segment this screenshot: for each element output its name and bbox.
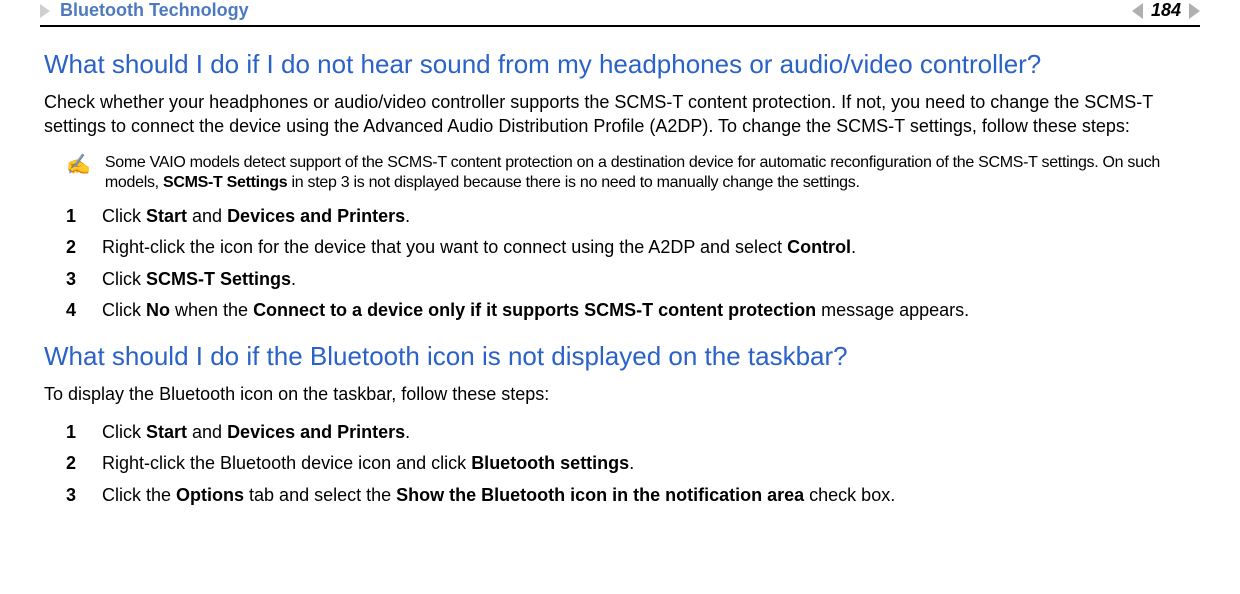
step-item: 1 Click Start and Devices and Printers. [44, 420, 1200, 445]
t: when the [170, 300, 253, 320]
note-text-bold: SCMS-T Settings [163, 174, 287, 191]
step-number: 4 [66, 298, 80, 323]
step-item: 4 Click No when the Connect to a device … [44, 298, 1200, 323]
note-block: ✍ Some VAIO models detect support of the… [66, 153, 1200, 195]
step-item: 3 Click SCMS-T Settings. [44, 267, 1200, 292]
t: . [851, 237, 856, 257]
t: Click [102, 269, 146, 289]
step-number: 2 [66, 235, 80, 260]
t: Bluetooth settings [471, 453, 629, 473]
step-text: Click the Options tab and select the Sho… [102, 483, 895, 508]
step-item: 2 Right-click the Bluetooth device icon … [44, 451, 1200, 476]
step-text: Click Start and Devices and Printers. [102, 204, 410, 229]
t: Start [146, 422, 187, 442]
breadcrumb-title[interactable]: Bluetooth Technology [60, 0, 249, 21]
t: . [405, 206, 410, 226]
section-heading: What should I do if the Bluetooth icon i… [44, 341, 1200, 372]
step-number: 2 [66, 451, 80, 476]
t: . [291, 269, 296, 289]
t: Right-click the Bluetooth device icon an… [102, 453, 471, 473]
t: Click [102, 206, 146, 226]
section-heading: What should I do if I do not hear sound … [44, 49, 1200, 80]
steps-list: 1 Click Start and Devices and Printers. … [44, 420, 1200, 508]
t: Devices and Printers [227, 206, 405, 226]
t: check box. [804, 485, 895, 505]
t: . [405, 422, 410, 442]
step-item: 3 Click the Options tab and select the S… [44, 483, 1200, 508]
steps-list: 1 Click Start and Devices and Printers. … [44, 204, 1200, 323]
step-number: 3 [66, 267, 80, 292]
t: Click the [102, 485, 176, 505]
page-root: Bluetooth Technology 184 What should I d… [0, 0, 1240, 544]
t: Options [176, 485, 244, 505]
step-text: Click Start and Devices and Printers. [102, 420, 410, 445]
step-text: Click No when the Connect to a device on… [102, 298, 969, 323]
t: Start [146, 206, 187, 226]
t: tab and select the [244, 485, 396, 505]
breadcrumb: Bluetooth Technology [40, 0, 249, 21]
t: and [187, 206, 227, 226]
note-icon: ✍ [66, 153, 91, 175]
t: Control [787, 237, 851, 257]
t: . [629, 453, 634, 473]
section-intro: To display the Bluetooth icon on the tas… [44, 382, 1200, 406]
step-number: 1 [66, 204, 80, 229]
step-item: 1 Click Start and Devices and Printers. [44, 204, 1200, 229]
t: and [187, 422, 227, 442]
page-number: 184 [1151, 0, 1181, 21]
t: Connect to a device only if it supports … [253, 300, 816, 320]
step-text: Right-click the Bluetooth device icon an… [102, 451, 634, 476]
t: Click [102, 300, 146, 320]
step-text: Click SCMS-T Settings. [102, 267, 296, 292]
t: message appears. [816, 300, 969, 320]
t: No [146, 300, 170, 320]
header-rule [40, 25, 1200, 27]
section-intro: Check whether your headphones or audio/v… [44, 90, 1200, 139]
t: Right-click the icon for the device that… [102, 237, 787, 257]
page-content: What should I do if I do not hear sound … [40, 49, 1200, 508]
t: Click [102, 422, 146, 442]
page-header: Bluetooth Technology 184 [40, 0, 1200, 25]
step-text: Right-click the icon for the device that… [102, 235, 856, 260]
t: SCMS-T Settings [146, 269, 291, 289]
breadcrumb-chevron-icon [40, 4, 50, 18]
t: Devices and Printers [227, 422, 405, 442]
note-text-post: in step 3 is not displayed because there… [287, 174, 859, 191]
prev-page-icon[interactable] [1132, 3, 1143, 19]
step-item: 2 Right-click the icon for the device th… [44, 235, 1200, 260]
note-text: Some VAIO models detect support of the S… [105, 153, 1200, 195]
t: Show the Bluetooth icon in the notificat… [396, 485, 804, 505]
page-nav: 184 [1132, 0, 1200, 21]
step-number: 3 [66, 483, 80, 508]
step-number: 1 [66, 420, 80, 445]
next-page-icon[interactable] [1189, 3, 1200, 19]
